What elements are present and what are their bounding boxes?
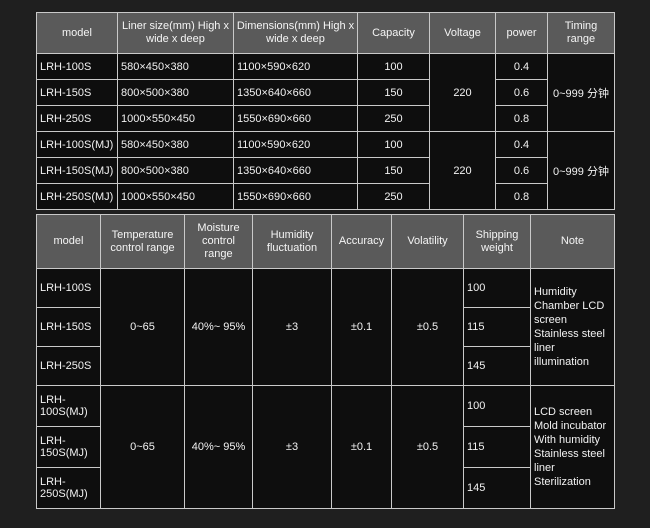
- cell-capacity: 250: [357, 105, 430, 132]
- cell-weight: 100: [463, 385, 531, 427]
- cell-liner: 1000×550×450: [117, 105, 234, 132]
- cell-moisture: 40%~ 95%: [184, 385, 253, 509]
- cell-dims: 1100×590×620: [233, 131, 358, 158]
- cell-volatility: ±0.5: [391, 268, 464, 386]
- cell-dims: 1350×640×660: [233, 79, 358, 106]
- cell-model: LRH- 100S(MJ): [36, 385, 101, 427]
- cell-accuracy: ±0.1: [331, 385, 392, 509]
- cell-weight: 145: [463, 467, 531, 509]
- cell-power: 0.8: [495, 183, 548, 210]
- table-row: LRH-100S 580×450×380 1100×590×620 100 22…: [36, 53, 615, 132]
- table-row: LRH- 100S(MJ) 0~65 40%~ 95% ±3 ±0.1 ±0.5…: [36, 385, 615, 509]
- table2-header: model Temperature control range Moisture…: [36, 214, 615, 269]
- header-capacity: Capacity: [357, 12, 430, 54]
- cell-fluctuation: ±3: [252, 268, 332, 386]
- cell-power: 0.6: [495, 79, 548, 106]
- header-shipping-weight: Shipping weight: [463, 214, 531, 269]
- cell-model: LRH-150S: [36, 307, 101, 347]
- cell-note: LCD screen Mold incubator With humidity …: [530, 385, 615, 509]
- header-humidity-fluctuation: Humidity fluctuation: [252, 214, 332, 269]
- cell-capacity: 150: [357, 79, 430, 106]
- cell-voltage: 220: [429, 53, 496, 132]
- cell-power: 0.4: [495, 53, 548, 80]
- cell-power: 0.8: [495, 105, 548, 132]
- cell-accuracy: ±0.1: [331, 268, 392, 386]
- cell-weight: 115: [463, 307, 531, 347]
- cell-model: LRH-150S(MJ): [36, 157, 118, 184]
- cell-model: LRH-250S: [36, 346, 101, 386]
- header-accuracy: Accuracy: [331, 214, 392, 269]
- header-moisture: Moisture control range: [184, 214, 253, 269]
- header-model: model: [36, 12, 118, 54]
- table1-header: model Liner size(mm) High x wide x deep …: [36, 12, 615, 54]
- cell-dims: 1550×690×660: [233, 183, 358, 210]
- cell-liner: 800×500×380: [117, 157, 234, 184]
- cell-power: 0.4: [495, 131, 548, 158]
- cell-timing: 0~999 分钟: [547, 131, 615, 210]
- header-power: power: [495, 12, 548, 54]
- header-temperature: Temperature control range: [100, 214, 185, 269]
- cell-dims: 1100×590×620: [233, 53, 358, 80]
- header-liner-size: Liner size(mm) High x wide x deep: [117, 12, 234, 54]
- table-row: LRH-250S 1000×550×450 1550×690×660 250 0…: [36, 105, 615, 132]
- cell-voltage: 220: [429, 131, 496, 210]
- cell-model: LRH- 250S(MJ): [36, 467, 101, 509]
- cell-temperature: 0~65: [100, 268, 185, 386]
- header-dimensions: Dimensions(mm) High x wide x deep: [233, 12, 358, 54]
- cell-model: LRH-100S: [36, 53, 118, 80]
- header-voltage: Voltage: [429, 12, 496, 54]
- table-row: LRH-250S(MJ) 1000×550×450 1550×690×660 2…: [36, 183, 615, 210]
- table-row: LRH-150S 115: [36, 307, 615, 347]
- cell-model: LRH-250S: [36, 105, 118, 132]
- table-row: LRH-150S(MJ) 800×500×380 1350×640×660 15…: [36, 157, 615, 184]
- cell-weight: 115: [463, 426, 531, 468]
- cell-volatility: ±0.5: [391, 385, 464, 509]
- cell-fluctuation: ±3: [252, 385, 332, 509]
- cell-liner: 800×500×380: [117, 79, 234, 106]
- cell-power: 0.6: [495, 157, 548, 184]
- table-row: LRH-150S 800×500×380 1350×640×660 150 0.…: [36, 79, 615, 106]
- cell-temperature: 0~65: [100, 385, 185, 509]
- spec-table-2: model Temperature control range Moisture…: [36, 214, 615, 509]
- cell-weight: 100: [463, 268, 531, 308]
- table-row: LRH-100S(MJ) 580×450×380 1100×590×620 10…: [36, 131, 615, 210]
- cell-liner: 1000×550×450: [117, 183, 234, 210]
- cell-moisture: 40%~ 95%: [184, 268, 253, 386]
- cell-model: LRH- 150S(MJ): [36, 426, 101, 468]
- cell-capacity: 150: [357, 157, 430, 184]
- table-row: LRH-100S 0~65 40%~ 95% ±3 ±0.1 ±0.5 100 …: [36, 268, 615, 386]
- cell-model: LRH-100S(MJ): [36, 131, 118, 158]
- cell-dims: 1350×640×660: [233, 157, 358, 184]
- header-volatility: Volatility: [391, 214, 464, 269]
- spec-table-1: model Liner size(mm) High x wide x deep …: [36, 12, 615, 210]
- cell-model: LRH-150S: [36, 79, 118, 106]
- cell-weight: 145: [463, 346, 531, 386]
- header-timing: Timing range: [547, 12, 615, 54]
- cell-dims: 1550×690×660: [233, 105, 358, 132]
- header-model: model: [36, 214, 101, 269]
- cell-capacity: 250: [357, 183, 430, 210]
- cell-capacity: 100: [357, 131, 430, 158]
- cell-timing: 0~999 分钟: [547, 53, 615, 132]
- cell-note: Humidity Chamber LCD screen Stainless st…: [530, 268, 615, 386]
- cell-model: LRH-250S(MJ): [36, 183, 118, 210]
- table-row: LRH- 250S(MJ) 145: [36, 467, 615, 509]
- cell-liner: 580×450×380: [117, 53, 234, 80]
- cell-model: LRH-100S: [36, 268, 101, 308]
- cell-capacity: 100: [357, 53, 430, 80]
- cell-liner: 580×450×380: [117, 131, 234, 158]
- header-note: Note: [530, 214, 615, 269]
- table-row: LRH-250S 145: [36, 346, 615, 386]
